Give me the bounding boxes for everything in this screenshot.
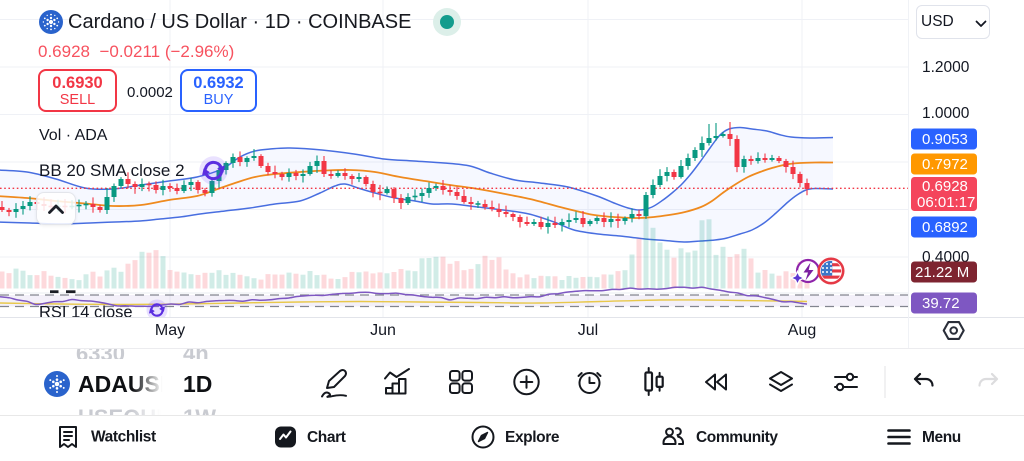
svg-text:06:01:17: 06:01:17 xyxy=(917,194,975,211)
svg-text:Chart: Chart xyxy=(307,429,346,446)
svg-text:0.7972: 0.7972 xyxy=(922,156,968,173)
svg-text:0.6892: 0.6892 xyxy=(922,219,968,236)
svg-text:0.6928: 0.6928 xyxy=(922,178,968,195)
svg-text:Menu: Menu xyxy=(922,429,961,446)
svg-text:1.0000: 1.0000 xyxy=(922,105,970,122)
svg-text:1.2000: 1.2000 xyxy=(922,59,970,76)
svg-text:Explore: Explore xyxy=(505,429,560,446)
svg-text:Watchlist: Watchlist xyxy=(91,429,156,446)
svg-text:Community: Community xyxy=(696,429,778,446)
svg-text:Aug: Aug xyxy=(788,322,816,339)
svg-text:21.22 M: 21.22 M xyxy=(915,264,969,281)
svg-text:Jul: Jul xyxy=(578,322,598,339)
svg-text:RSI 14 close: RSI 14 close xyxy=(39,304,133,322)
svg-text:39.72: 39.72 xyxy=(922,295,960,312)
svg-text:0.9053: 0.9053 xyxy=(922,131,968,148)
svg-text:May: May xyxy=(155,322,185,339)
svg-text:Jun: Jun xyxy=(370,322,396,339)
